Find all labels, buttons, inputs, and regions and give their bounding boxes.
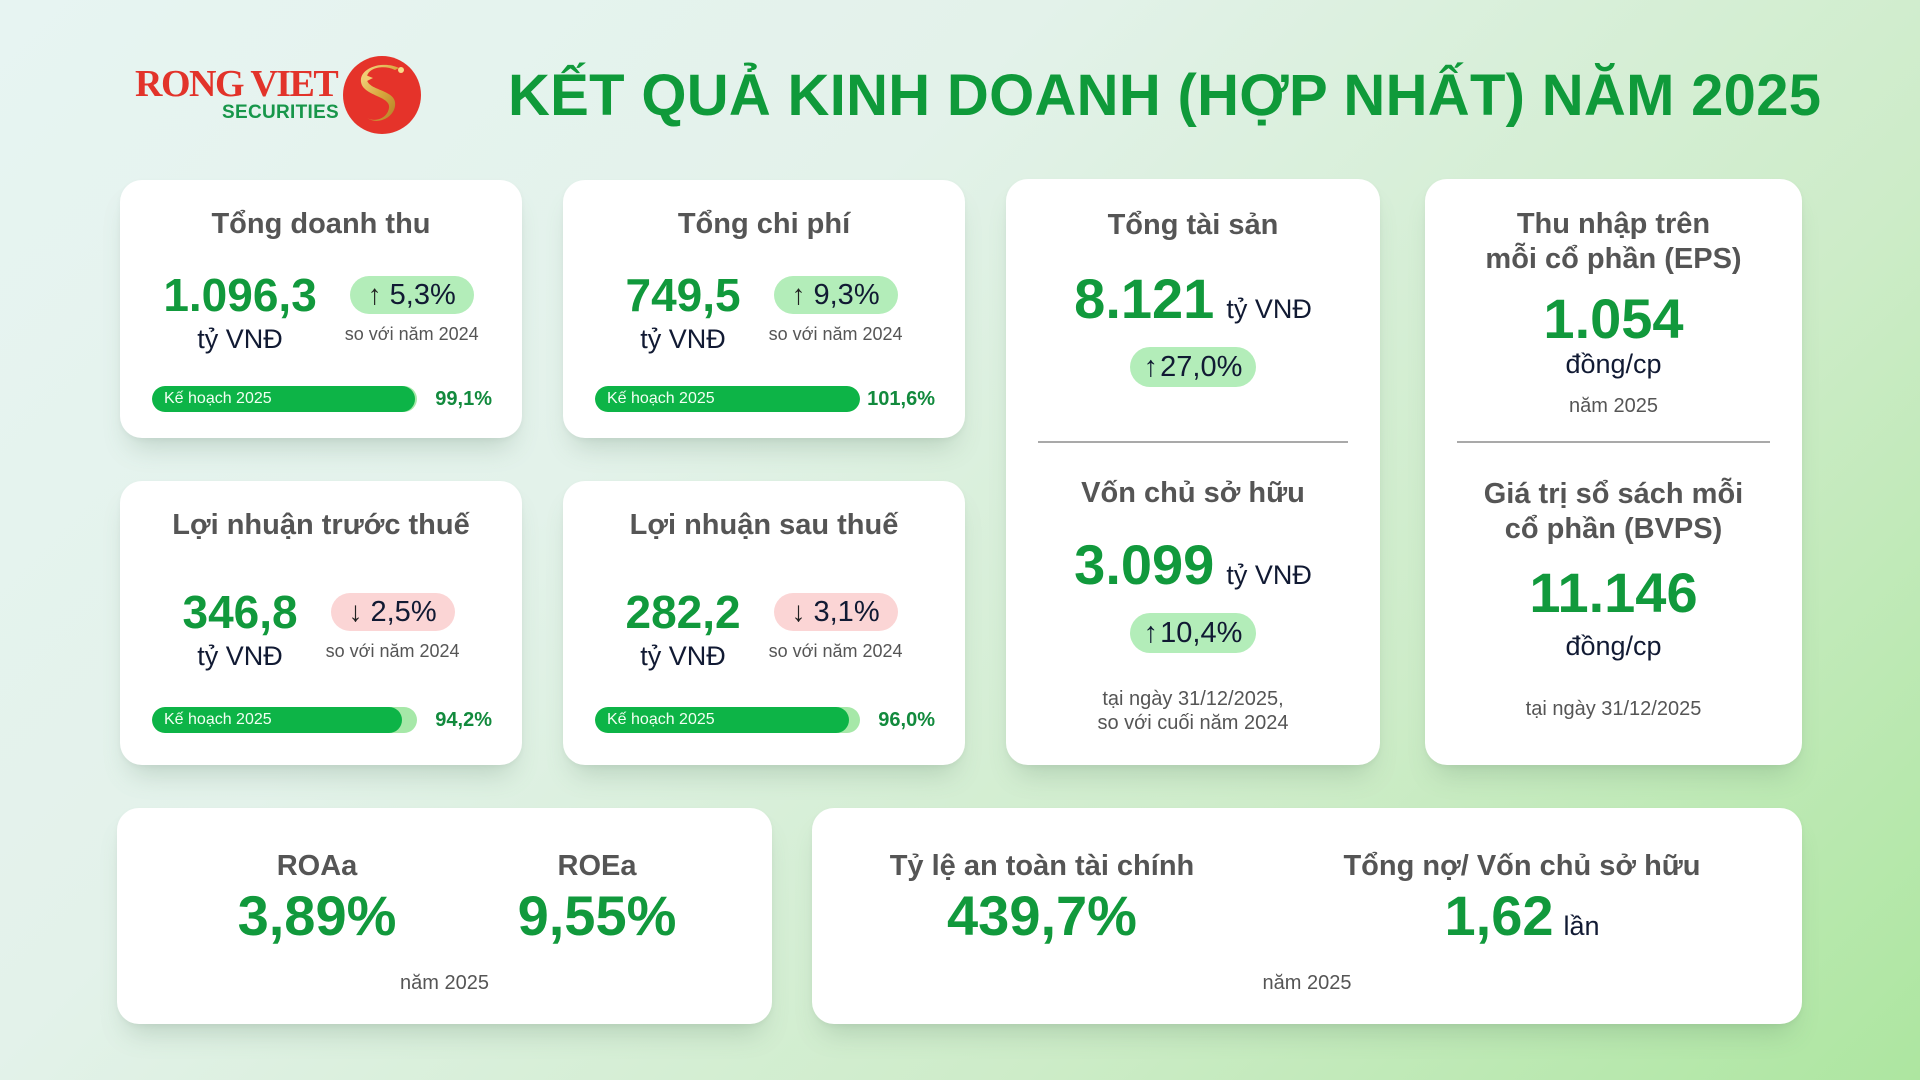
arrow-down-icon: ↓ <box>791 596 806 627</box>
balance-card: Tổng tài sản 8.121 tỷ VNĐ ↑ 27,0% Vốn ch… <box>1006 179 1380 765</box>
metric-value: 1.096,3 <box>163 269 317 321</box>
change-badge: ↓ 3,1% <box>773 593 898 631</box>
logo-wordmark: RONG VIET <box>135 63 339 105</box>
change-badge: ↑ 9,3% <box>773 276 898 314</box>
bvps-unit: đồng/cp <box>1565 631 1662 661</box>
metric-card-profit-before-tax: Lợi nhuận trước thuế 346,8 tỷ VNĐ ↓ 2,5%… <box>120 481 522 765</box>
equity-change: 10,4% <box>1160 616 1243 649</box>
divider <box>1457 441 1770 443</box>
change-value: 2,5% <box>370 595 437 628</box>
metric-unit: tỷ VNĐ <box>197 641 283 671</box>
bvps-note: tại ngày 31/12/2025 <box>1525 698 1702 720</box>
roaa-value: 3,89% <box>237 884 397 947</box>
metric-title: Lợi nhuận sau thuế <box>629 509 899 541</box>
metric-unit: tỷ VNĐ <box>640 641 726 671</box>
equity-title: Vốn chủ sở hữu <box>1081 477 1305 509</box>
roaa-label: ROAa <box>276 850 358 882</box>
metric-value: 346,8 <box>182 586 298 638</box>
assets-unit: tỷ VNĐ <box>1226 294 1312 324</box>
plan-progress: Kế hoạch 2025 94,2% <box>152 707 492 733</box>
plan-percent: 96,0% <box>878 708 935 731</box>
compare-label: so với năm 2024 <box>768 324 903 344</box>
plan-percent: 99,1% <box>435 387 492 410</box>
arrow-down-icon: ↓ <box>348 596 363 627</box>
returns-note: năm 2025 <box>400 972 489 994</box>
dragon-emblem-icon <box>343 56 421 134</box>
page-title: KẾT QUẢ KINH DOANH (HỢP NHẤT) NĂM 2025 <box>508 63 1822 128</box>
eps-unit: đồng/cp <box>1565 349 1662 379</box>
equity-unit: tỷ VNĐ <box>1226 560 1312 590</box>
change-value: 5,3% <box>389 278 456 311</box>
balance-note-date: tại ngày 31/12/2025, <box>1102 688 1284 710</box>
metric-unit: tỷ VNĐ <box>640 324 726 354</box>
plan-progress-bar: Kế hoạch 2025 <box>152 386 417 412</box>
plan-progress-bar: Kế hoạch 2025 <box>595 707 860 733</box>
assets-change: 27,0% <box>1160 350 1243 383</box>
change-badge: ↑ 5,3% <box>349 276 474 314</box>
assets-value: 8.121 <box>1074 267 1215 330</box>
plan-label: Kế hoạch 2025 <box>607 390 715 407</box>
eps-value: 1.054 <box>1543 287 1684 350</box>
per-share-card: Thu nhập trên mỗi cổ phần (EPS) 1.054 đồ… <box>1425 179 1802 765</box>
car-label: Tỷ lệ an toàn tài chính <box>889 850 1195 882</box>
plan-progress-fill <box>595 707 850 733</box>
metric-unit: tỷ VNĐ <box>197 324 283 354</box>
bvps-title-line1: Giá trị sổ sách mỗi <box>1483 478 1744 510</box>
change-value: 9,3% <box>813 278 880 311</box>
plan-progress: Kế hoạch 2025 99,1% <box>152 386 492 412</box>
metric-card-profit-after-tax: Lợi nhuận sau thuế 282,2 tỷ VNĐ ↓ 3,1% s… <box>563 481 965 765</box>
balance-note-compare: so với cuối năm 2024 <box>1097 712 1289 734</box>
eps-title-line1: Thu nhập trên <box>1516 208 1711 240</box>
plan-percent: 101,6% <box>867 387 935 410</box>
metric-title: Lợi nhuận trước thuế <box>172 509 470 541</box>
arrow-up-icon: ↑ <box>367 279 382 310</box>
bvps-value: 11.146 <box>1529 561 1698 624</box>
company-logo: RONG VIET SECURITIES <box>135 52 435 142</box>
compare-label: so với năm 2024 <box>768 641 903 661</box>
compare-label: so với năm 2024 <box>344 324 479 344</box>
divider <box>1038 441 1348 443</box>
plan-label: Kế hoạch 2025 <box>164 390 272 407</box>
assets-title: Tổng tài sản <box>1107 209 1279 241</box>
bvps-title-line2: cổ phần (BVPS) <box>1504 513 1723 545</box>
plan-progress-fill <box>152 386 415 412</box>
safety-card: Tỷ lệ an toàn tài chính 439,7% Tổng nợ/ … <box>812 808 1802 1024</box>
metric-value: 282,2 <box>625 586 741 638</box>
plan-percent: 94,2% <box>435 708 492 731</box>
plan-progress-fill <box>152 707 402 733</box>
returns-card: ROAa 3,89% ROEa 9,55% năm 2025 <box>117 808 772 1024</box>
arrow-up-icon: ↑ <box>1143 616 1159 649</box>
metric-title: Tổng chi phí <box>677 208 851 240</box>
debt-equity-label: Tổng nợ/ Vốn chủ sở hữu <box>1343 850 1701 882</box>
arrow-up-icon: ↑ <box>791 279 806 310</box>
plan-progress-bar: Kế hoạch 2025 <box>595 386 860 412</box>
logo-subtitle: SECURITIES <box>222 102 340 123</box>
plan-progress: Kế hoạch 2025 96,0% <box>595 707 935 733</box>
roea-label: ROEa <box>557 850 637 882</box>
eps-title-line2: mỗi cổ phần (EPS) <box>1485 243 1742 275</box>
change-value: 3,1% <box>813 595 880 628</box>
plan-progress: Kế hoạch 2025 101,6% <box>595 386 935 412</box>
debt-equity-value: 1,62 <box>1444 884 1554 947</box>
plan-progress-bar: Kế hoạch 2025 <box>152 707 417 733</box>
metric-value: 749,5 <box>625 269 741 321</box>
equity-value: 3.099 <box>1074 533 1215 596</box>
plan-label: Kế hoạch 2025 <box>607 711 715 728</box>
car-value: 439,7% <box>947 884 1137 947</box>
metric-card-revenue: Tổng doanh thu 1.096,3 tỷ VNĐ ↑ 5,3% so … <box>120 180 522 438</box>
eps-note: năm 2025 <box>1569 395 1658 417</box>
roea-value: 9,55% <box>517 884 677 947</box>
change-badge: ↓ 2,5% <box>330 593 455 631</box>
debt-equity-unit: lần <box>1563 911 1600 941</box>
metric-title: Tổng doanh thu <box>211 208 431 240</box>
plan-progress-fill <box>595 386 860 412</box>
compare-label: so với năm 2024 <box>325 641 460 661</box>
plan-label: Kế hoạch 2025 <box>164 711 272 728</box>
metric-card-expenses: Tổng chi phí 749,5 tỷ VNĐ ↑ 9,3% so với … <box>563 180 965 438</box>
equity-change-badge: ↑ 10,4% <box>1129 613 1257 653</box>
assets-change-badge: ↑ 27,0% <box>1129 347 1257 387</box>
arrow-up-icon: ↑ <box>1143 350 1159 383</box>
safety-note: năm 2025 <box>1262 972 1352 994</box>
